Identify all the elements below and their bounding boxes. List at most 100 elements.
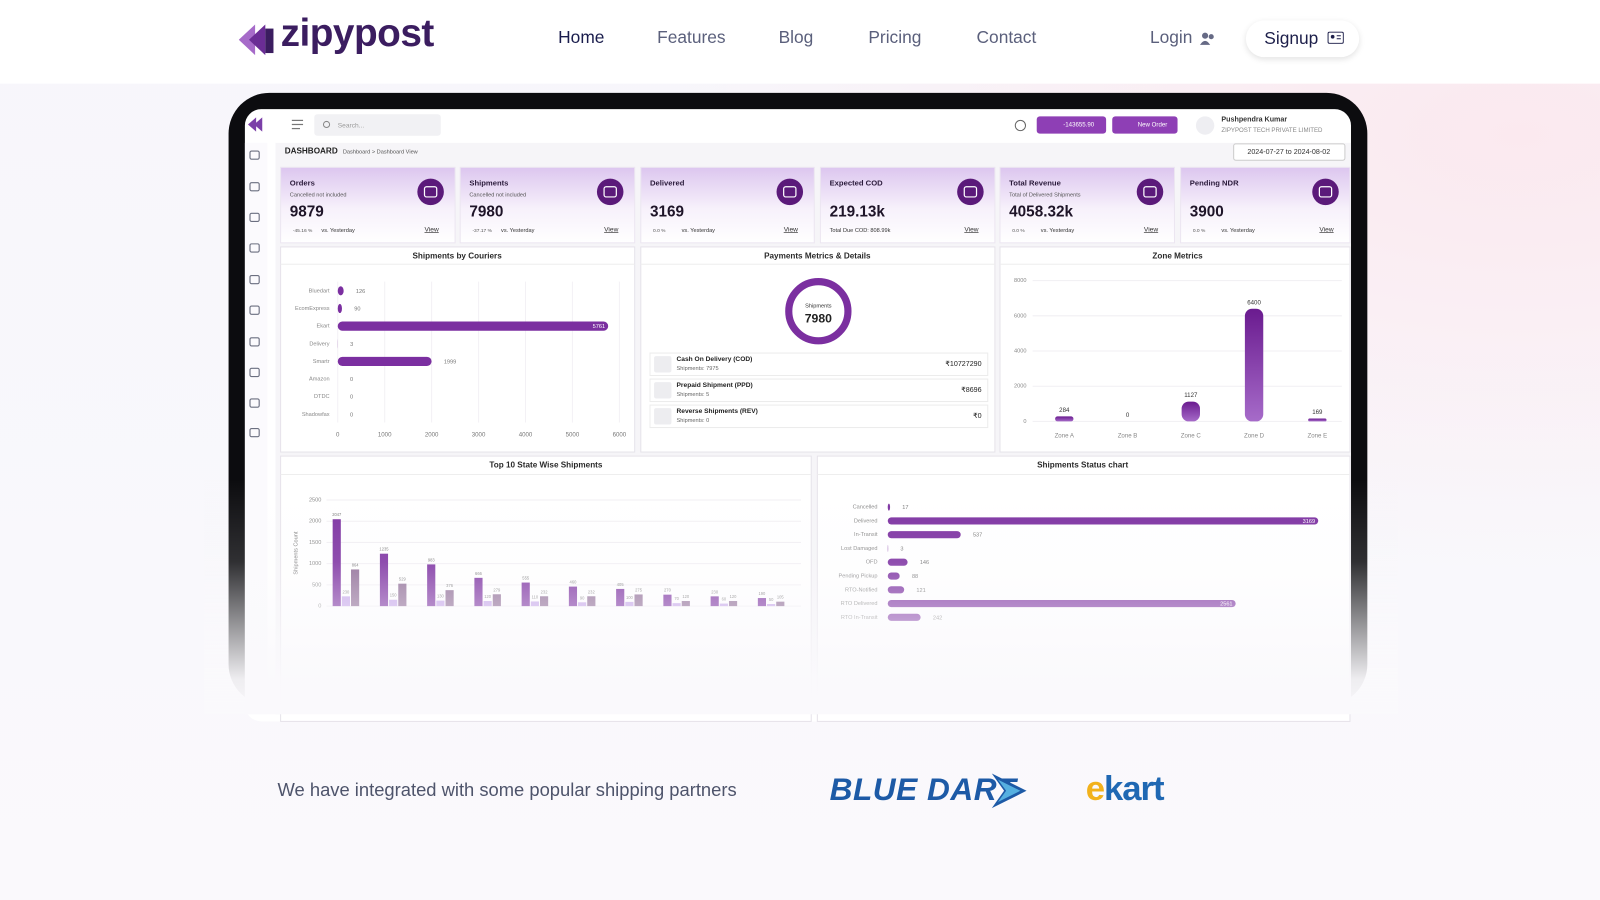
x-tick-label: Zone D: [1244, 432, 1265, 439]
signup-button[interactable]: Signup: [1245, 20, 1360, 58]
search-icon: [322, 120, 331, 129]
sidebar-icon[interactable]: [249, 367, 260, 378]
card-subtitle: Cancelled not included: [469, 192, 526, 198]
card-compare: vs. Yesterday: [1041, 228, 1075, 234]
card-title: Total Revenue: [1009, 179, 1061, 188]
payment-amount: ₹0: [973, 412, 982, 420]
bar: [337, 356, 432, 367]
card-icon-glyph: [1143, 186, 1157, 198]
x-tick-label: Zone A: [1055, 432, 1075, 439]
value-label: 284: [1059, 407, 1070, 414]
nav-link[interactable]: Features: [657, 27, 726, 47]
nav-link[interactable]: Pricing: [868, 27, 922, 47]
bar: [337, 286, 344, 296]
bar: [1244, 308, 1264, 422]
card-icon: [1312, 178, 1339, 206]
panel-title: Shipments Status chart: [1037, 460, 1128, 469]
value-label: 0: [350, 377, 353, 383]
partner-logo: BLUE DART: [829, 771, 1017, 808]
page-title: DASHBOARD: [285, 147, 338, 156]
category-label: Ekart: [316, 324, 330, 330]
card-value: 7980: [469, 203, 503, 220]
card-link[interactable]: View: [1319, 226, 1333, 233]
sidebar-icon[interactable]: [249, 398, 260, 408]
card-title: Pending NDR: [1190, 179, 1239, 188]
x-tick-label: Zone C: [1181, 432, 1202, 439]
category-label: Bluedart: [309, 288, 330, 294]
bar: [1181, 401, 1200, 422]
card-value: 3900: [1190, 203, 1224, 220]
card-link[interactable]: View: [784, 226, 798, 233]
bluedart-arrow: [991, 773, 1027, 809]
sidebar-icon[interactable]: [249, 274, 260, 285]
card-subtitle: Total of Delivered Shipments: [1009, 192, 1081, 198]
value-label: 0: [350, 395, 353, 401]
search-box[interactable]: [314, 114, 441, 136]
nav-link[interactable]: Contact: [976, 27, 1037, 47]
payment-amount: ₹8696: [961, 386, 981, 394]
card-link[interactable]: View: [1144, 226, 1158, 233]
card-value: 9879: [290, 203, 324, 220]
category-label: Shadowfax: [302, 412, 330, 418]
card-link[interactable]: View: [604, 226, 618, 233]
value-label: 5761: [593, 324, 605, 330]
sidebar-icon[interactable]: [249, 212, 260, 222]
card-icon: [1136, 178, 1164, 206]
card-value: 4058.32k: [1009, 203, 1073, 220]
bar: [337, 303, 342, 314]
nav-link[interactable]: Blog: [778, 27, 814, 47]
nav-link[interactable]: Home: [558, 27, 605, 47]
sidebar-icon[interactable]: [249, 337, 260, 347]
payment-name: Reverse Shipments (REV): [677, 408, 758, 415]
card-link[interactable]: View: [964, 226, 978, 233]
card-icon: [417, 178, 444, 206]
donut-label: Shipments: [805, 304, 832, 310]
category-label: DTDC: [314, 394, 330, 400]
payment-shipments: Shipments: 7975: [677, 366, 719, 372]
logo-text[interactable]: zipypost: [280, 12, 435, 56]
fade-overlay: [204, 479, 1398, 715]
card-icon-glyph: [963, 186, 978, 198]
value-label: 169: [1312, 409, 1323, 416]
sidebar-icon[interactable]: [249, 243, 260, 253]
panel-dividers: [280, 263, 1350, 475]
search-placeholder[interactable]: Search...: [338, 122, 365, 129]
card-value: 219.13k: [830, 203, 886, 220]
new-order-button[interactable]: [1112, 116, 1178, 134]
mini-logo: [247, 117, 263, 132]
value-label: 1999: [444, 359, 456, 365]
signup-icon: [1327, 31, 1344, 44]
card-icon: [957, 178, 984, 206]
menu-icon: [291, 119, 304, 130]
wallet-balance[interactable]: -143655.90: [1063, 122, 1095, 129]
x-tick-label: 0: [336, 431, 340, 438]
card-title: Shipments: [469, 179, 508, 188]
y-tick-label: 0: [1023, 419, 1026, 425]
card-title: Orders: [290, 179, 315, 188]
card-change: 0.0 %: [1012, 228, 1025, 234]
category-label: Delivery: [309, 341, 329, 347]
donut-value: 7980: [805, 312, 832, 326]
card-title: Expected COD: [830, 179, 884, 188]
payment-amount: ₹10727290: [945, 360, 981, 368]
sidebar-icon[interactable]: [249, 305, 260, 315]
login-link[interactable]: Login: [1149, 27, 1193, 47]
user-name: Pushpendra Kumar: [1221, 115, 1287, 123]
sidebar-icon[interactable]: [249, 428, 260, 438]
category-label: Amazon: [309, 377, 330, 383]
signup-label[interactable]: Signup: [1264, 28, 1319, 48]
sidebar-icon[interactable]: [249, 150, 260, 160]
card-change: 0.0 %: [1193, 228, 1206, 234]
sidebar-icon[interactable]: [249, 182, 260, 192]
theme-toggle[interactable]: [1014, 119, 1027, 132]
wallet-button[interactable]: [1036, 116, 1107, 134]
payment-icon: [654, 356, 672, 373]
new-order-label[interactable]: New Order: [1138, 122, 1168, 129]
card-icon: [596, 178, 624, 206]
partner-logo: ekart: [1085, 769, 1165, 809]
avatar: [1195, 116, 1215, 135]
payment-row: [649, 404, 989, 429]
card-link[interactable]: View: [425, 226, 439, 233]
date-box[interactable]: [1233, 143, 1346, 161]
